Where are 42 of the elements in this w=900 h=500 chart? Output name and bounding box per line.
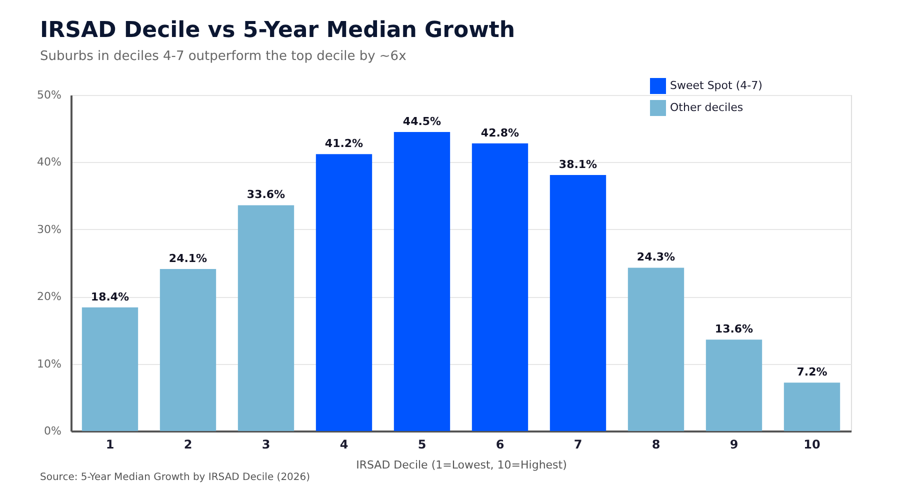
- data-label: 44.5%: [402, 114, 442, 128]
- bar: [316, 154, 372, 431]
- legend-label: Other deciles: [670, 101, 744, 114]
- data-label: 33.6%: [246, 188, 286, 202]
- y-tick-label: 20%: [37, 290, 62, 304]
- x-tick-label: 10: [804, 438, 820, 452]
- x-tick-label: 4: [340, 438, 348, 452]
- x-tick-label: 3: [262, 438, 270, 452]
- data-label: 13.6%: [714, 322, 754, 336]
- x-tick-label: 7: [574, 438, 582, 452]
- data-label: 24.1%: [168, 252, 208, 266]
- y-tick-label: 40%: [37, 156, 62, 169]
- bar: [550, 174, 606, 431]
- x-tick-label: 2: [184, 438, 192, 452]
- data-label: 41.2%: [324, 137, 364, 150]
- bar: [82, 307, 138, 431]
- y-tick-label: 30%: [37, 222, 62, 236]
- x-tick-label: 9: [730, 438, 738, 452]
- y-tick-label: 0%: [44, 424, 62, 438]
- data-label: 38.1%: [558, 158, 598, 171]
- bar: [784, 382, 840, 431]
- data-label: 42.8%: [480, 126, 520, 140]
- x-tick-label: 1: [106, 438, 114, 452]
- bar: [394, 132, 450, 431]
- x-axis-title: IRSAD Decile (1=Lowest, 10=Highest): [356, 458, 567, 472]
- bar: [706, 340, 762, 431]
- bar: [628, 268, 684, 431]
- legend-label: Sweet Spot (4-7): [670, 79, 762, 92]
- x-tick-label: 8: [652, 438, 660, 452]
- y-tick-label: 50%: [37, 88, 62, 102]
- data-label: 18.4%: [90, 290, 130, 304]
- bar: [160, 269, 216, 431]
- data-label: 24.3%: [636, 250, 676, 264]
- x-tick-label: 6: [496, 438, 504, 452]
- chart-title: IRSAD Decile vs 5-Year Median Growth: [40, 18, 516, 43]
- x-tick-label: 5: [418, 438, 426, 452]
- source-note: Source: 5-Year Median Growth by IRSAD Decile (2026): [40, 472, 310, 483]
- bar: [472, 143, 528, 431]
- chart-subtitle: Suburbs in deciles 4-7 outperform the top decile by ~6x: [40, 49, 407, 64]
- bar: [238, 205, 294, 431]
- y-tick-label: 10%: [37, 357, 62, 370]
- data-label: 7.2%: [796, 366, 828, 379]
